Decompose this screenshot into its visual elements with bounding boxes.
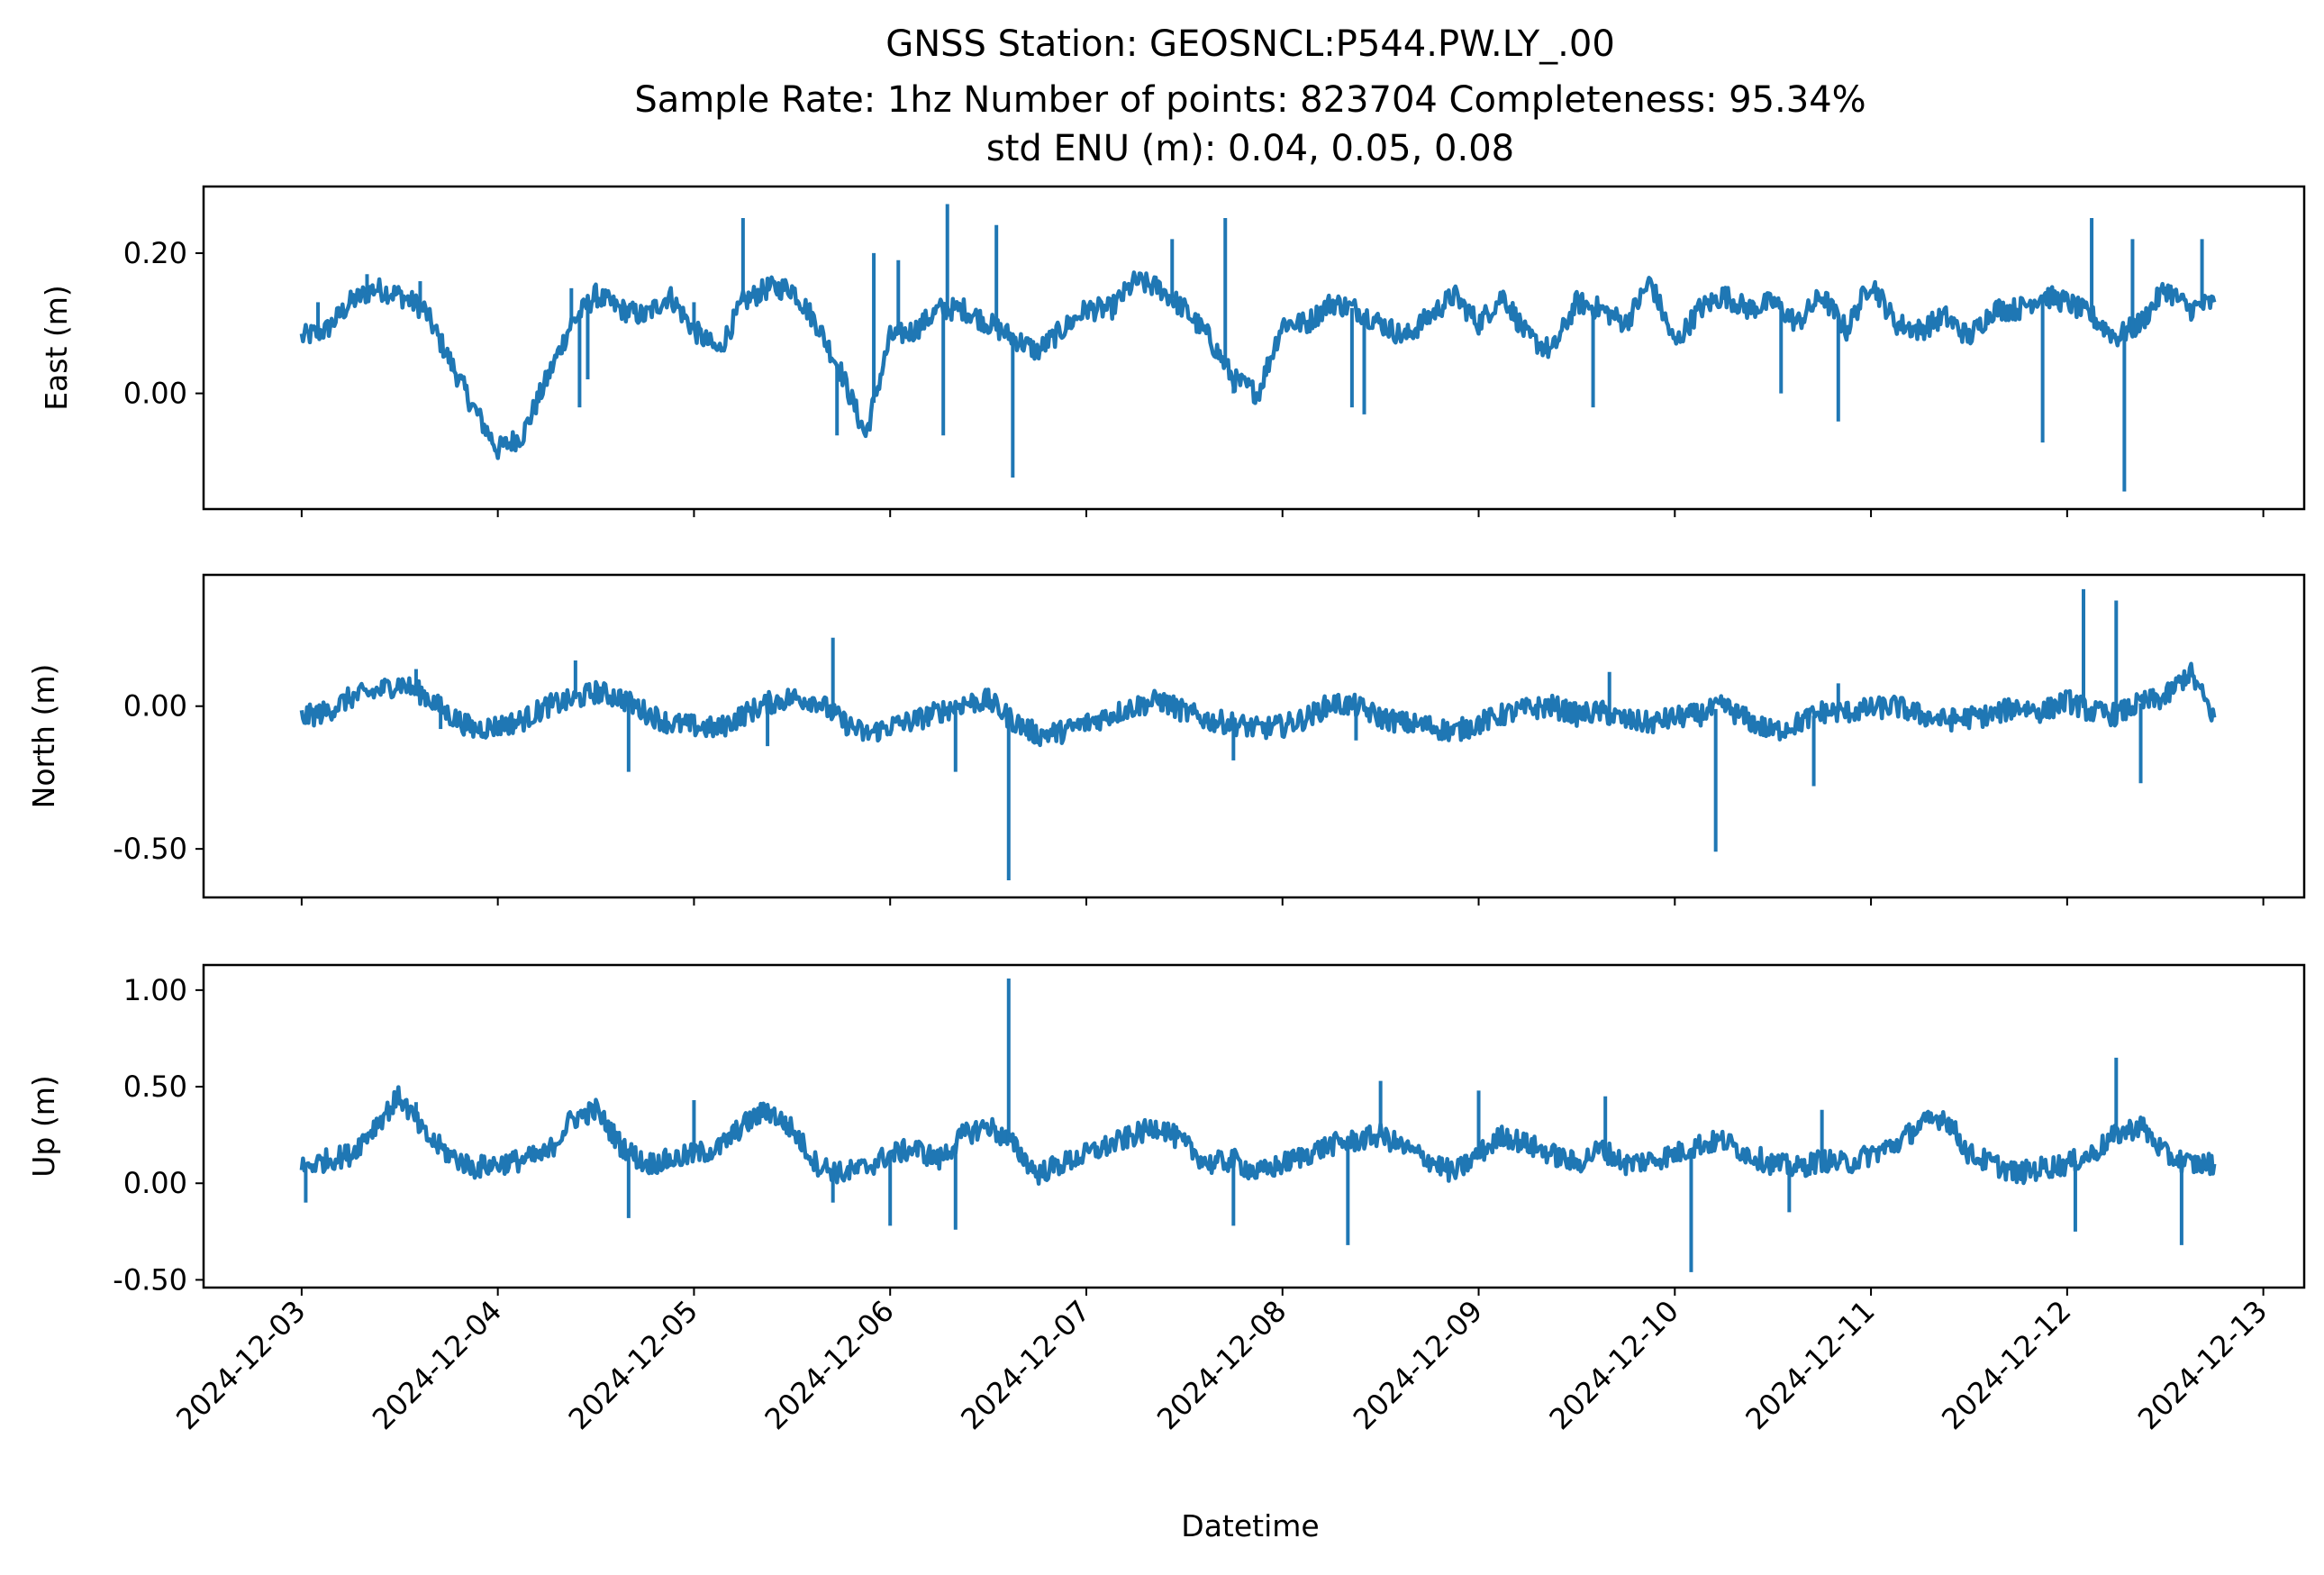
title-line-3: std ENU (m): 0.04, 0.05, 0.08 [986,128,1514,169]
east-y-axis-label: East (m) [39,285,74,411]
y-tick-label: 0.00 [123,1166,187,1200]
y-tick-label: 0.20 [123,236,187,270]
series-line [299,1085,2217,1186]
north-y-axis-label: North (m) [26,664,61,809]
series-line [299,661,2217,748]
y-tick-label: 0.00 [123,377,187,411]
y-tick-label: 0.00 [123,689,187,724]
title-line-1: GNSS Station: GEOSNCL:P544.PW.LY_.00 [885,23,1615,65]
up-y-axis-label: Up (m) [26,1075,61,1178]
east-panel: 0.00 0.20 East (m) [39,185,2306,517]
east-axes-frame [202,185,2306,511]
y-tick-label: 1.00 [123,973,187,1007]
y-tick-label: -0.50 [113,832,187,866]
north-axes-frame [202,573,2306,899]
north-panel: -0.50 0.00 North (m) [26,573,2306,906]
up-panel: -0.50 0.00 0.50 1.00 Up (m) [26,963,2306,1297]
up-axes-frame [202,963,2306,1289]
y-tick-label: 0.50 [123,1070,187,1104]
x-axis-label: Datetime [1181,1508,1319,1543]
series-line [299,270,2217,460]
y-tick-label: -0.50 [113,1262,187,1297]
title-line-2: Sample Rate: 1hz Number of points: 82370… [634,79,1866,121]
